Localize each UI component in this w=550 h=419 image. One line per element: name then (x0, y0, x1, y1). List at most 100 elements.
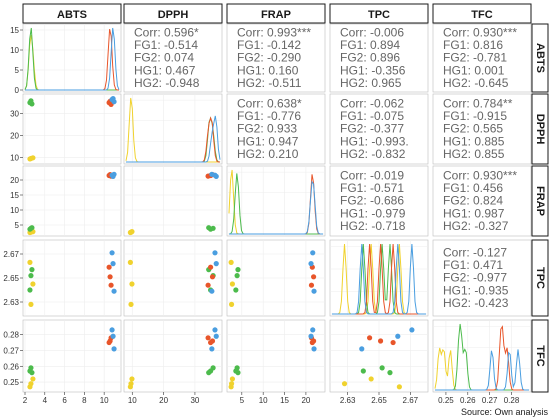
x-tick-label-dpph-20: 20 (159, 396, 168, 405)
point-tfc-vs-tpc-fg2-0 (360, 368, 366, 374)
point-tpc-vs-frap-hg1-1 (311, 274, 317, 280)
point-tpc-vs-abts-fg1-1 (30, 281, 36, 287)
y-tick-label-dpph-20: 20 (10, 132, 19, 141)
point-tfc-vs-frap-hg2-1 (311, 346, 317, 352)
corr-line-frap-tpc-4: HG2: -0.718 (340, 219, 406, 233)
corr-line-abts-dpph-4: HG2: -0.948 (134, 76, 200, 90)
panel-frap-tfc (432, 165, 532, 237)
row-strip-frap (531, 165, 549, 237)
corr-line-dpph-frap-0: Corr: 0.638* (237, 97, 302, 111)
point-frap-vs-dpph-hg2-1 (209, 171, 215, 177)
corr-line-tpc-tfc-4: HG2: -0.423 (443, 296, 509, 310)
corr-line-frap-tfc-4: HG2: -0.327 (443, 219, 509, 233)
point-tfc-vs-frap-fg1-2 (228, 384, 234, 390)
panel-dpph-abts (22, 93, 122, 165)
corr-line-abts-dpph-0: Corr: 0.596* (134, 26, 199, 40)
y-tick-label-abts-15: 15 (10, 26, 19, 35)
corr-line-dpph-tpc-3: HG1: -0.993. (340, 134, 409, 148)
point-tfc-vs-tpc-fg2-2 (387, 370, 393, 376)
y-tick-label-abts-5: 5 (15, 66, 20, 75)
x-tick-label-tpc-2-67: 2.67 (403, 396, 419, 405)
point-tpc-vs-frap-fg2-2 (235, 267, 241, 273)
point-frap-vs-dpph-hg2-2 (213, 173, 219, 179)
point-tfc-vs-abts-hg2-1 (111, 346, 117, 352)
point-tfc-vs-frap-hg2-2 (308, 333, 314, 339)
corr-line-frap-tpc-0: Corr: -0.019 (340, 169, 404, 183)
point-tfc-vs-tpc-fg2-1 (379, 365, 385, 371)
x-tick-label-frap-15: 15 (280, 396, 289, 405)
y-tick-label-frap-20: 20 (10, 176, 19, 185)
x-tick-label-dpph-10: 10 (128, 396, 137, 405)
corr-line-abts-tpc-1: FG1: 0.894 (340, 38, 400, 52)
source-note: Source: Own analysis (461, 407, 549, 417)
point-tpc-vs-abts-hg2-1 (111, 288, 117, 294)
point-tpc-vs-abts-fg1-0 (28, 301, 34, 307)
corr-line-dpph-tfc-1: FG1: -0.915 (443, 109, 507, 123)
column-strip-label-frap: FRAP (261, 9, 291, 21)
corr-line-tpc-tfc-0: Corr: -0.127 (443, 246, 507, 260)
point-tfc-vs-tpc-hg1-0 (390, 339, 396, 346)
corr-line-abts-frap-0: Corr: 0.993*** (237, 26, 311, 40)
x-tick-label-abts-10: 10 (100, 396, 109, 405)
panel-frap-tpc (329, 165, 429, 237)
point-tpc-vs-abts-fg1-2 (27, 259, 33, 265)
point-tfc-vs-frap-hg2-0 (310, 327, 316, 333)
corr-line-dpph-frap-2: FG2: 0.933 (237, 122, 297, 136)
y-tick-label-tpc-2-65: 2.65 (3, 274, 19, 283)
corr-line-frap-tfc-3: HG1: 0.987 (443, 206, 505, 220)
point-frap-vs-dpph-fg1-2 (127, 229, 133, 236)
row-strip-dpph (531, 93, 549, 165)
panel-abts-tfc (432, 23, 532, 93)
row-strip-tpc (531, 239, 549, 317)
point-tpc-vs-dpph-hg2-2 (213, 261, 219, 267)
corr-line-abts-tpc-3: HG1: -0.356 (340, 63, 406, 77)
point-tfc-vs-dpph-hg2-2 (213, 333, 219, 339)
point-tpc-vs-dpph-hg1-2 (205, 282, 211, 288)
point-tpc-vs-dpph-fg1-1 (129, 281, 135, 287)
row-strip-label-dpph: DPPH (534, 114, 546, 145)
corr-line-frap-tfc-1: FG1: 0.456 (443, 181, 503, 195)
point-tfc-vs-frap-fg1-1 (229, 376, 236, 382)
corr-line-abts-tpc-0: Corr: -0.006 (340, 26, 404, 40)
y-tick-label-abts-10: 10 (10, 46, 19, 55)
point-frap-vs-abts-fg2-2 (29, 225, 35, 231)
corr-line-dpph-tpc-0: Corr: -0.062 (340, 97, 404, 111)
density-tfc-hg2 (435, 349, 529, 391)
corr-line-frap-tpc-2: FG2: -0.686 (340, 194, 404, 208)
point-tpc-vs-frap-fg1-2 (228, 259, 234, 265)
corr-line-dpph-tfc-4: HG2: 0.855 (443, 147, 505, 161)
point-tpc-vs-abts-hg2-0 (109, 250, 115, 256)
point-tfc-vs-tpc-hg1-2 (367, 335, 373, 341)
corr-line-dpph-tpc-1: FG1: -0.075 (340, 109, 404, 123)
point-tfc-vs-tpc-hg2-0 (409, 327, 415, 333)
point-tpc-vs-frap-fg2-0 (233, 287, 239, 293)
point-tpc-vs-abts-hg1-1 (107, 274, 113, 280)
point-tfc-vs-tpc-hg2-1 (359, 346, 365, 352)
corr-line-dpph-frap-1: FG1: -0.776 (237, 109, 301, 123)
point-tfc-vs-abts-fg2-2 (29, 370, 35, 376)
panel-tfc-dpph (123, 319, 223, 393)
panel-tfc-abts (22, 319, 122, 393)
corr-line-frap-tpc-1: FG1: -0.571 (340, 181, 404, 195)
x-tick-label-frap-10: 10 (259, 396, 268, 405)
panel-backgrounds (22, 23, 532, 393)
point-tpc-vs-abts-hg1-2 (108, 282, 114, 288)
x-tick-label-abts-2: 2 (23, 396, 28, 405)
corr-line-dpph-frap-3: HG1: 0.947 (237, 134, 299, 148)
panel-dpph-dpph (123, 93, 223, 165)
y-tick-label-tpc-2-63: 2.63 (3, 298, 19, 307)
point-tfc-vs-abts-fg1-2 (27, 384, 33, 390)
point-tpc-vs-frap-hg2-0 (310, 250, 316, 256)
point-frap-vs-dpph-fg2-2 (206, 225, 212, 231)
panel-tpc-tfc (432, 239, 532, 317)
column-strip-tpc (329, 3, 429, 24)
density-tpc-hg2 (332, 243, 426, 315)
point-tfc-vs-tpc-fg1-2 (396, 384, 402, 390)
x-tick-label-tpc-2-63: 2.63 (340, 396, 356, 405)
corr-line-abts-frap-4: HG2: -0.511 (237, 76, 302, 90)
point-tpc-vs-frap-hg2-2 (308, 261, 314, 267)
corr-line-abts-dpph-3: HG1: 0.467 (134, 63, 196, 77)
point-tpc-vs-dpph-fg1-0 (128, 301, 134, 307)
panel-tfc-tfc (432, 319, 532, 393)
